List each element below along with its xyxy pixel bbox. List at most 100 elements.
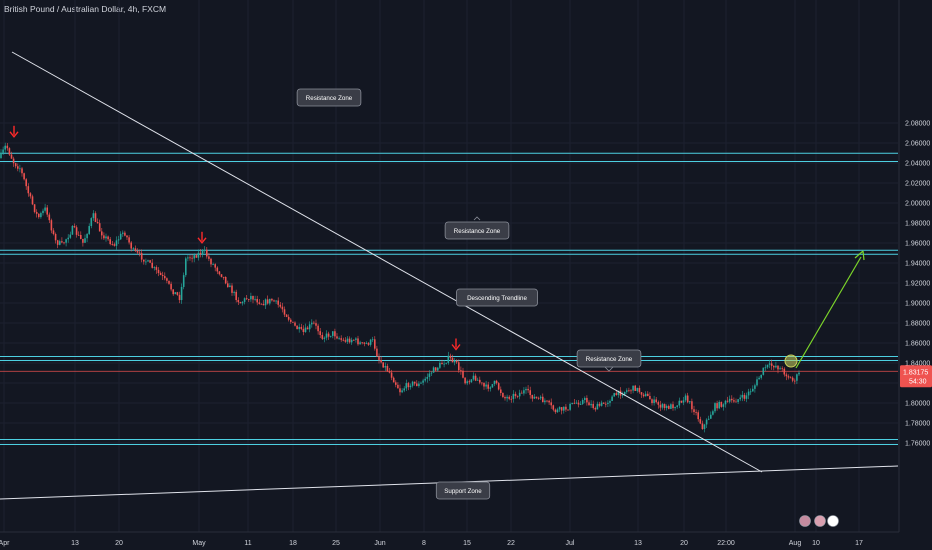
candle-body (178, 294, 181, 301)
candle-body (155, 267, 158, 270)
label-pointer (473, 216, 481, 221)
candle-body (768, 363, 771, 365)
price-tick-label: 1.90000 (905, 301, 930, 308)
candle-body (689, 401, 691, 403)
candle-body (537, 397, 540, 399)
candle-body (678, 400, 681, 406)
candle-body (227, 283, 229, 288)
support-zone-label-box (435, 481, 491, 500)
candle-body (710, 414, 712, 419)
candle-body (554, 409, 557, 413)
candle-body (248, 299, 250, 300)
candle-body (256, 298, 258, 303)
candle-body (575, 402, 578, 404)
candle-body (201, 249, 204, 255)
price-tick-label: 1.98000 (905, 221, 930, 228)
candle-body (40, 213, 42, 218)
candle-body (115, 240, 118, 246)
candle-body (203, 249, 206, 251)
candle-body (789, 377, 792, 379)
candle-body (38, 213, 40, 218)
price-tick-label: 1.96000 (905, 241, 930, 248)
candle-body (262, 303, 265, 306)
candle-body (134, 248, 137, 251)
candle-body (770, 363, 773, 366)
candle-body (546, 400, 548, 402)
candle-body (376, 348, 378, 357)
candle-body (420, 382, 422, 384)
grid (0, 0, 898, 532)
resistance-zone-label: Resistance Zone (296, 88, 362, 107)
candle-body (737, 399, 739, 403)
candle-body (69, 234, 72, 238)
candle-body (542, 396, 544, 403)
candle-body (195, 255, 198, 258)
candle-body (754, 385, 756, 389)
candle-body (172, 289, 174, 295)
candle-body (241, 301, 244, 304)
candle-body (65, 239, 67, 243)
candle-body (676, 405, 678, 407)
candle-body (397, 384, 399, 389)
candle-body (718, 401, 720, 409)
candle-body (344, 340, 347, 342)
candle-body (642, 394, 645, 397)
candle-body (500, 389, 502, 393)
candle-body (90, 218, 93, 227)
candle-body (659, 404, 662, 408)
candle-body (476, 379, 479, 381)
candle-body (348, 338, 351, 343)
candle-body (166, 278, 168, 281)
zones (0, 152, 898, 445)
candle-body (174, 292, 177, 295)
candle-body (623, 391, 626, 395)
candle-body (4, 145, 6, 150)
candle-body (504, 397, 506, 399)
candle-body (439, 362, 441, 368)
candle-body (584, 397, 586, 401)
candle-body (458, 362, 460, 371)
candle-body (281, 306, 284, 310)
candle-body (437, 367, 439, 371)
candle-body (785, 374, 788, 377)
projection-arrow-head (854, 250, 865, 261)
current-price-badge (900, 365, 932, 388)
candle-body (101, 231, 103, 236)
candle-body (147, 260, 149, 262)
price-tick-label: 1.84000 (905, 361, 930, 368)
candle-body (2, 149, 4, 153)
candle-body (59, 241, 61, 245)
resistance-zone-label: Resistance Zone (444, 221, 510, 240)
candle-body (672, 404, 674, 409)
candle-body (35, 211, 38, 214)
candle-body (447, 355, 450, 363)
chart-title: British Pound / Australian Dollar, 4h, F… (4, 4, 167, 14)
candle-body (426, 376, 429, 379)
candle-body (290, 319, 292, 322)
candle-body (296, 325, 298, 330)
candle-body (588, 402, 590, 406)
candle-body (332, 331, 334, 336)
candle-body (605, 403, 607, 405)
candle-body (508, 396, 510, 399)
candle-body (781, 368, 783, 370)
candle-body (44, 207, 46, 211)
candle-body (699, 419, 702, 424)
candle-body (285, 314, 288, 317)
candle-body (392, 377, 395, 383)
candle-body (361, 342, 363, 344)
candle-body (483, 382, 485, 387)
candle-body (94, 213, 97, 222)
candle-body (170, 283, 172, 290)
candle-body (229, 285, 231, 288)
candle-body (329, 335, 332, 337)
candle-body (50, 220, 53, 231)
candle-body (518, 392, 521, 397)
candle-body (449, 355, 452, 358)
candle-body (82, 238, 84, 243)
time-tick-label: 22:00 (717, 540, 735, 547)
candle-body (592, 403, 594, 408)
time-tick-label: 8 (422, 540, 426, 547)
